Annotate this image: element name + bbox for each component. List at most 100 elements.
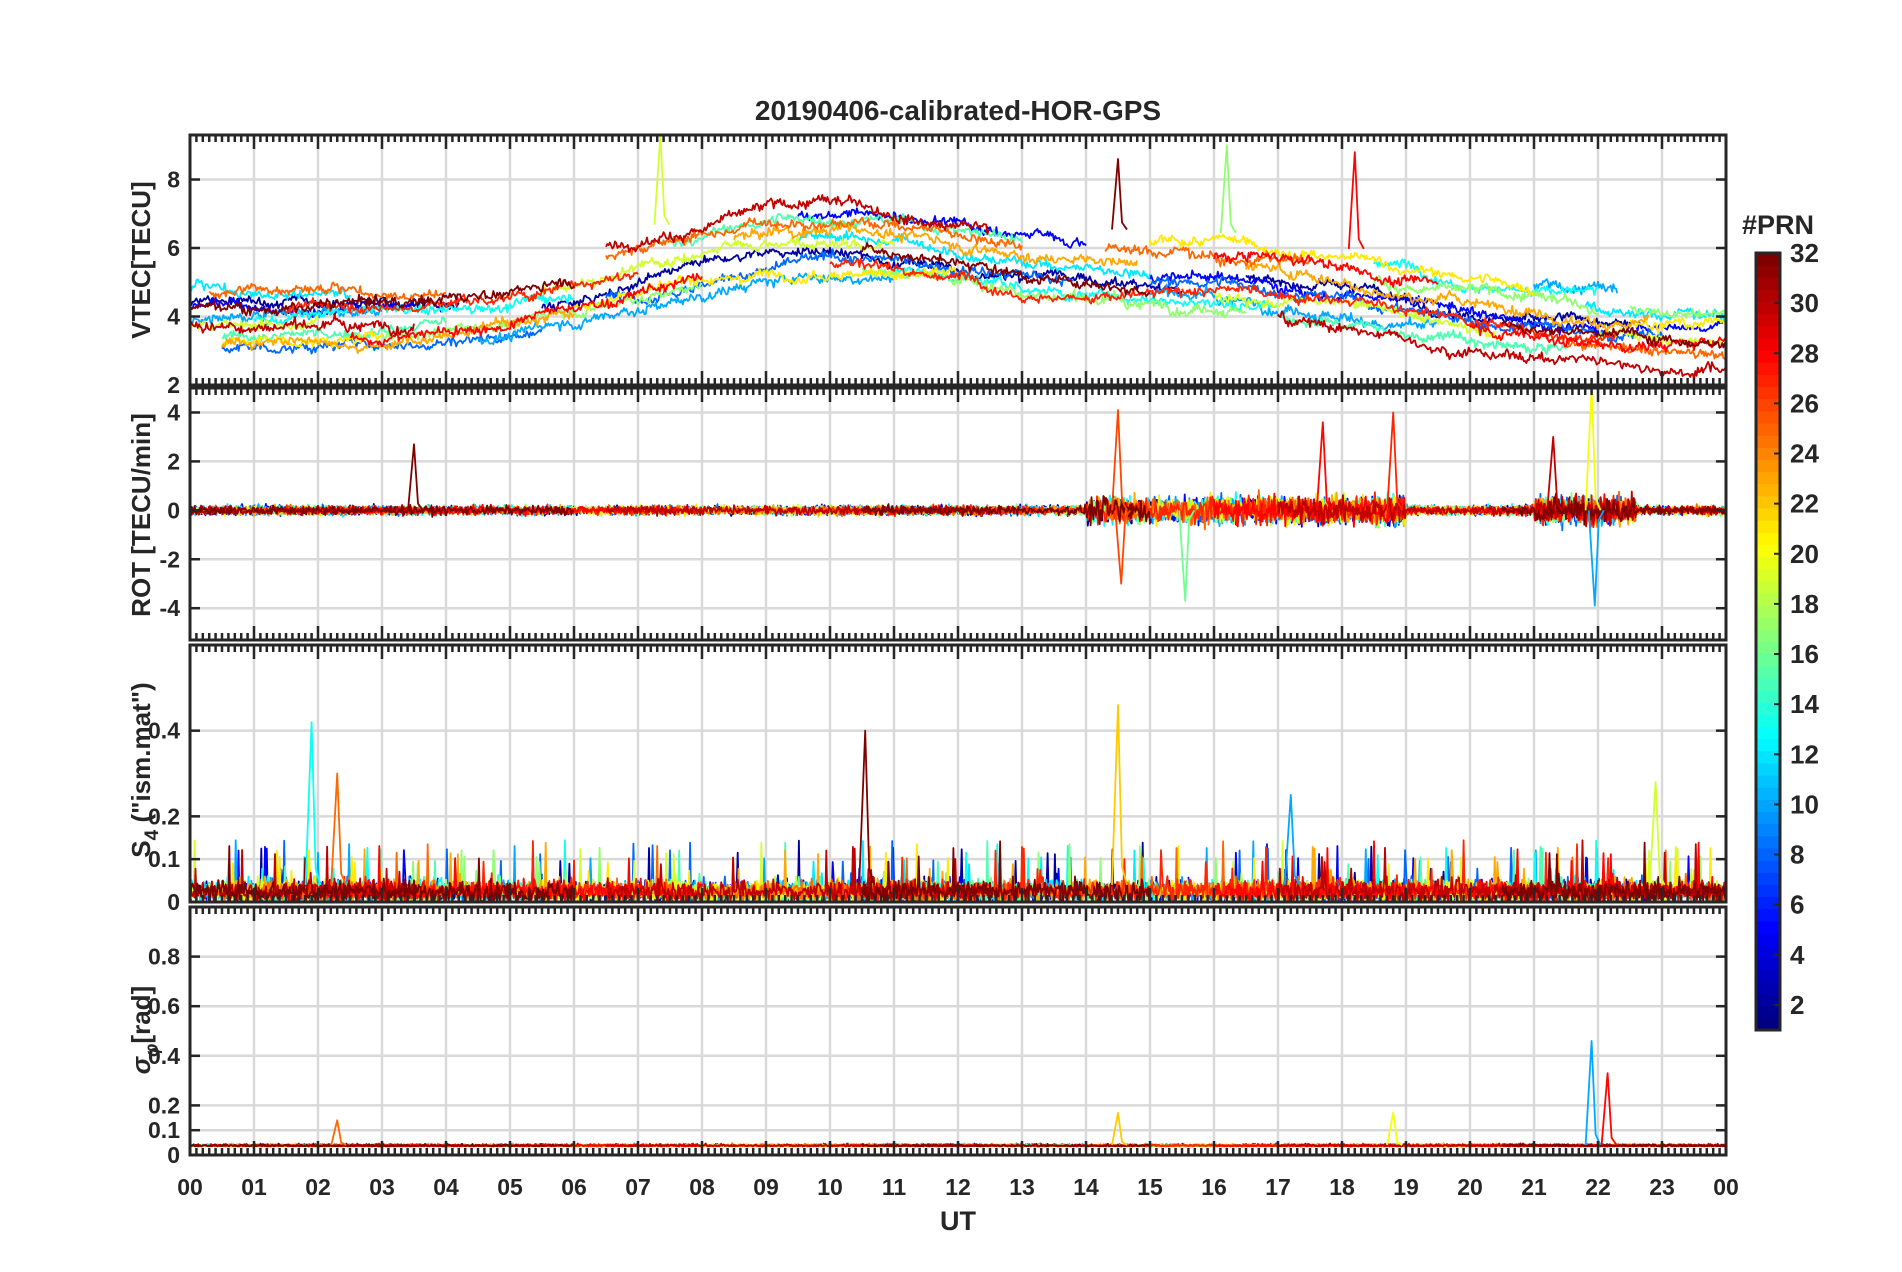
colorbar-swatch (1756, 507, 1780, 521)
vtec-spike-prn-17 (1219, 144, 1237, 234)
sigphi-label-sub: φ (142, 1044, 163, 1057)
rot-spike-prn-10 (1587, 509, 1605, 607)
colorbar-swatch (1756, 920, 1780, 934)
colorbar-tick-label: 26 (1790, 388, 1819, 418)
rot-series-prn-30 (605, 503, 991, 517)
colorbar-tick-label: 16 (1790, 639, 1819, 669)
colorbar-swatch (1756, 738, 1780, 752)
colorbar-swatch (1756, 799, 1780, 813)
x-tick-label: 08 (689, 1174, 715, 1200)
x-tick-label: 02 (305, 1174, 331, 1200)
x-tick-label: 23 (1649, 1174, 1675, 1200)
colorbar-swatch (1756, 762, 1780, 776)
vtec-series-prn-28 (1213, 251, 1439, 288)
colorbar-swatch (1756, 532, 1780, 545)
colorbar-tick-label: 30 (1790, 288, 1819, 318)
colorbar-swatch (1756, 811, 1780, 825)
colorbar-swatch (1756, 653, 1780, 667)
vtec-series-prn-13 (893, 266, 1279, 313)
colorbar-swatch (1756, 896, 1780, 910)
colorbar-swatch (1756, 775, 1780, 788)
sigphi-series-prn-32 (1501, 1142, 1726, 1148)
colorbar-swatch (1756, 690, 1780, 703)
x-tick-label: 07 (625, 1174, 651, 1200)
colorbar-swatch (1756, 787, 1780, 800)
vtec-series-prn-10 (1533, 278, 1619, 296)
vtec-y-tick-label: 6 (167, 235, 180, 261)
colorbar-swatch (1756, 410, 1780, 424)
vtec-series-prn-2 (541, 246, 1183, 312)
sigphi-spike-prn-28 (1600, 1072, 1618, 1146)
colorbar-swatch (1756, 459, 1780, 473)
s4-spike-prn-13 (304, 721, 322, 886)
vtec-series-prn-19 (541, 236, 895, 294)
colorbar-swatch (1756, 957, 1780, 970)
s4-y-axis-label: S4 ("ism.mat") (126, 682, 163, 857)
colorbar-tick-label: 10 (1790, 789, 1819, 819)
x-tick-label: 13 (1009, 1174, 1035, 1200)
colorbar-swatch (1756, 277, 1780, 291)
colorbar-swatch (1756, 872, 1780, 885)
sigphi-spike-prn-10 (1584, 1040, 1602, 1146)
x-tick-label: 10 (817, 1174, 843, 1200)
rot-spike-prn-16 (1178, 509, 1195, 602)
colorbar-tick-label: 24 (1790, 439, 1819, 469)
x-tick-label: 15 (1137, 1174, 1163, 1200)
colorbar-swatch (1756, 823, 1780, 837)
x-tick-label: 20 (1457, 1174, 1483, 1200)
rot-y-tick-label: 2 (167, 448, 180, 474)
x-tick-label: 00 (177, 1174, 203, 1200)
colorbar-swatch (1756, 605, 1780, 618)
vtec-series-prn-19 (1214, 292, 1503, 341)
colorbar-tick-label: 4 (1790, 940, 1805, 970)
vtec-series-prn-15 (221, 316, 447, 344)
vtec-series-prn-27 (829, 257, 1183, 305)
sigphi-y-tick-label: 0.8 (148, 944, 180, 970)
vtec-series-prn-25 (208, 281, 447, 301)
vtec-series-prn-23 (1245, 262, 1650, 334)
s4-label-main: S (126, 840, 156, 857)
colorbar-swatch (1756, 592, 1780, 606)
x-tick-label: 01 (241, 1174, 267, 1200)
s4-y-tick-label: 0.1 (148, 846, 180, 872)
vtec-series-prn-13 (1373, 258, 1599, 298)
colorbar-tick-label: 14 (1790, 689, 1819, 719)
x-tick-label: 17 (1265, 1174, 1291, 1200)
vtec-series-prn-32 (190, 277, 575, 317)
rot-spike-prn-27 (1386, 411, 1404, 511)
s4-series-prn-32 (861, 840, 1151, 902)
x-tick-label: 05 (497, 1174, 523, 1200)
rot-series-prn-32 (1501, 492, 1726, 526)
colorbar-swatch (1756, 580, 1780, 594)
sigphi-series-prn-32 (861, 1142, 1151, 1148)
colorbar-frame (1754, 251, 1782, 1032)
vtec-series-prn-30 (1277, 310, 1726, 381)
colorbar-swatch (1756, 847, 1780, 861)
vtec-series-prn-28 (349, 272, 703, 348)
colorbar-swatch (1756, 714, 1780, 728)
x-tick-label: 16 (1201, 1174, 1227, 1200)
vtec-spike-prn-19 (653, 135, 671, 226)
vtec-series-prn-32 (1501, 320, 1726, 349)
colorbar-swatch (1756, 398, 1780, 412)
x-tick-label: 22 (1585, 1174, 1611, 1200)
vtec-series-prn-27 (285, 271, 639, 314)
panel-sigphi: 00.10.2 0.4 0.6 0.8 σφ[rad] (126, 905, 1728, 1168)
x-tick-label: 18 (1329, 1174, 1355, 1200)
colorbar-title: #PRN (1742, 210, 1814, 240)
x-tick-label: 21 (1521, 1174, 1547, 1200)
vtec-series-prn-5 (190, 296, 415, 318)
s4-series-prn-32 (1501, 841, 1726, 902)
s4-spike-prn-25 (330, 772, 348, 886)
vtec-y-axis-label: VTEC[TECU] (126, 181, 156, 338)
rot-series-prn-32 (861, 495, 1151, 527)
colorbar-swatch (1756, 969, 1780, 983)
vtec-series-prn-10 (477, 272, 895, 346)
sigphi-y-tick-label: 0.1 (148, 1117, 180, 1143)
vtec-series-prn-17 (381, 282, 703, 341)
rot-spike-prn-30 (1546, 436, 1563, 511)
colorbar-swatch (1756, 665, 1780, 679)
colorbar-tick-label: 6 (1790, 890, 1804, 920)
colorbar-swatch (1756, 677, 1780, 691)
